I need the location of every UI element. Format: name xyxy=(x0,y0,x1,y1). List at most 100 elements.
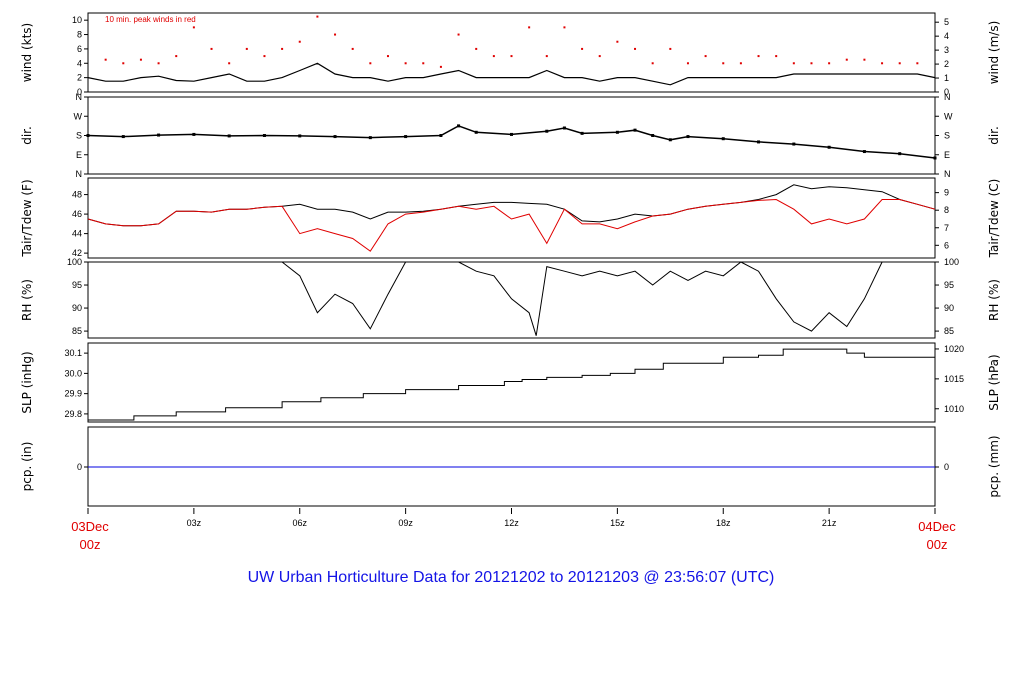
rh-left-tick-label: 85 xyxy=(72,326,82,336)
end-date-label: 04Dec xyxy=(918,519,956,534)
hour-tick-label: 21z xyxy=(822,518,837,528)
dir-left-tick-label: N xyxy=(76,169,83,179)
wind-left-tick-label: 10 xyxy=(72,15,82,25)
peak-wind-point xyxy=(422,62,425,65)
wind-left-tick-label: 4 xyxy=(77,58,82,68)
peak-wind-point xyxy=(263,55,266,58)
rh-ylabel: RH (%) xyxy=(20,279,34,321)
wind-ms-right-tick-label: 0 xyxy=(944,87,949,97)
peak-wind-point xyxy=(298,40,301,43)
peak-wind-point xyxy=(775,55,778,58)
rh-left-tick-label: 100 xyxy=(67,257,82,267)
peak-wind-point xyxy=(439,65,442,68)
peak-wind-point xyxy=(757,55,760,58)
start-hour-label: 00z xyxy=(80,537,101,552)
end-hour-label: 00z xyxy=(927,537,948,552)
slp-left-tick-label: 30.0 xyxy=(64,368,82,378)
peak-wind-point xyxy=(369,62,372,65)
peak-wind-point xyxy=(175,55,178,58)
peak-wind-point xyxy=(634,47,637,50)
hour-tick-label: 06z xyxy=(292,518,307,528)
wind-ms-right-tick-label: 4 xyxy=(944,31,949,41)
peak-wind-point xyxy=(122,62,125,65)
wind-ylabel: wind (kts) xyxy=(20,23,34,82)
wind-ms-right-tick-label: 1 xyxy=(944,73,949,83)
dir-right-tick-label: S xyxy=(944,131,950,141)
peak-wind-point xyxy=(651,62,654,65)
slp-panel-frame xyxy=(87,342,936,423)
peak-wind-point xyxy=(686,62,689,65)
peak-wind-point xyxy=(351,47,354,50)
wind-ms-right-tick-label: 3 xyxy=(944,45,949,55)
rh-right-tick-label: 85 xyxy=(944,326,954,336)
peak-wind-point xyxy=(475,47,478,50)
rh-left-tick-label: 90 xyxy=(72,303,82,313)
dir-right-tick-label: E xyxy=(944,150,950,160)
rh-right-tick-label: 90 xyxy=(944,303,954,313)
dir-right-tick-label: N xyxy=(944,169,951,179)
peak-wind-point xyxy=(492,55,495,58)
peak-wind-note: 10 min. peak winds in red xyxy=(105,15,196,24)
rh-left-tick-label: 95 xyxy=(72,280,82,290)
peak-wind-point xyxy=(581,47,584,50)
pcp-left-tick-label: 0 xyxy=(77,462,82,472)
temp-c-right-tick-label: 7 xyxy=(944,223,949,233)
peak-wind-point xyxy=(228,62,231,65)
peak-wind-point xyxy=(157,62,160,65)
chart-title: UW Urban Horticulture Data for 20121202 … xyxy=(248,569,775,586)
hour-tick-label: 18z xyxy=(716,518,731,528)
peak-wind-point xyxy=(104,58,107,61)
peak-wind-point xyxy=(916,62,919,65)
peak-wind-point xyxy=(669,47,672,50)
temp-c-right-tick-label: 6 xyxy=(944,240,949,250)
dir-right-tick-label: W xyxy=(944,111,953,121)
relative-humidity-line xyxy=(281,261,883,336)
air-temperature-line xyxy=(87,184,936,227)
peak-wind-point xyxy=(563,26,566,29)
pcp-ylabel: pcp. (in) xyxy=(20,442,34,492)
slp-hpa-right-tick-label: 1010 xyxy=(944,404,964,414)
start-date-label: 03Dec xyxy=(71,519,109,534)
hour-tick-label: 15z xyxy=(610,518,625,528)
wind-ms-right-tick-label: 5 xyxy=(944,17,949,27)
time-axis: 03z 06z 09z 12z 15z 18z 21z 03Dec 00z 04Dec 00z xyxy=(71,508,956,552)
temp-c-right-tick-label: 8 xyxy=(944,205,949,215)
peak-wind-point xyxy=(281,47,284,50)
wind-ms-right-tick-label: 2 xyxy=(944,59,949,69)
temp-left-tick-label: 42 xyxy=(72,248,82,258)
peak-wind-point xyxy=(881,62,884,65)
wind-panel-frame xyxy=(87,12,936,93)
wind-left-tick-label: 8 xyxy=(77,30,82,40)
slp-hpa-right-tick-label: 1015 xyxy=(944,374,964,384)
peak-wind-point xyxy=(245,47,248,50)
temp-c-right-tick-label: 9 xyxy=(944,188,949,198)
peak-wind-point xyxy=(792,62,795,65)
wind-left-tick-label: 6 xyxy=(77,44,82,54)
slp-left-tick-label: 29.8 xyxy=(64,409,82,419)
wind-left-tick-label: 2 xyxy=(77,73,82,83)
slp-ylabel: SLP (inHg) xyxy=(20,351,34,413)
temp-ylabel-right: Tair/Tdew (C) xyxy=(987,179,1001,259)
dir-left-tick-label: S xyxy=(76,131,82,141)
peak-wind-point xyxy=(316,15,319,18)
peak-wind-point xyxy=(598,55,601,58)
temp-ylabel: Tair/Tdew (F) xyxy=(20,179,34,257)
peak-wind-point xyxy=(545,55,548,58)
dir-right-tick-label: N xyxy=(944,92,951,102)
pcp-right-tick-label: 0 xyxy=(944,462,949,472)
dir-ylabel: dir. xyxy=(20,126,34,145)
peak-wind-point xyxy=(810,62,813,65)
slp-left-tick-label: 29.9 xyxy=(64,389,82,399)
dewpoint-line xyxy=(87,198,936,252)
peak-wind-point xyxy=(739,62,742,65)
peak-wind-point xyxy=(528,26,531,29)
peak-wind-point xyxy=(722,62,725,65)
direction-trace xyxy=(87,125,936,159)
sea-level-pressure-line xyxy=(88,348,935,421)
peak-wind-point xyxy=(457,33,460,36)
slp-hpa-right-tick-label: 1020 xyxy=(944,344,964,354)
temp-left-tick-label: 46 xyxy=(72,209,82,219)
hour-tick-label: 12z xyxy=(504,518,519,528)
wind-ylabel-right: wind (m/s) xyxy=(987,21,1001,85)
